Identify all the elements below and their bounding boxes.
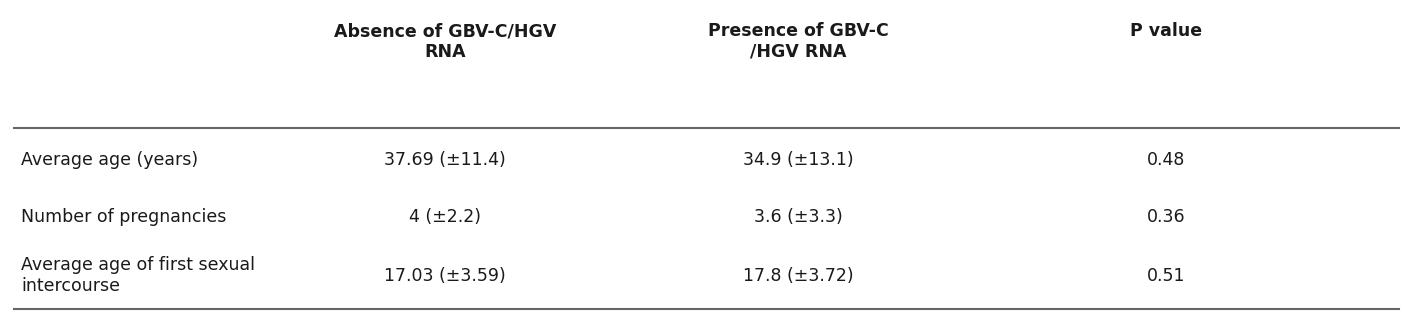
- Text: 17.03 (±3.59): 17.03 (±3.59): [384, 267, 506, 285]
- Text: P value: P value: [1129, 22, 1202, 40]
- Text: 0.48: 0.48: [1146, 151, 1186, 169]
- Text: 37.69 (±11.4): 37.69 (±11.4): [384, 151, 506, 169]
- Text: Average age of first sexual
intercourse: Average age of first sexual intercourse: [21, 256, 256, 295]
- Text: 3.6 (±3.3): 3.6 (±3.3): [755, 208, 842, 226]
- Text: 4 (±2.2): 4 (±2.2): [410, 208, 480, 226]
- Text: Number of pregnancies: Number of pregnancies: [21, 208, 226, 226]
- Text: Average age (years): Average age (years): [21, 151, 198, 169]
- Text: 0.36: 0.36: [1146, 208, 1186, 226]
- Text: 17.8 (±3.72): 17.8 (±3.72): [743, 267, 853, 285]
- Text: Presence of GBV-C
/HGV RNA: Presence of GBV-C /HGV RNA: [708, 22, 889, 61]
- Text: 34.9 (±13.1): 34.9 (±13.1): [743, 151, 853, 169]
- Text: Absence of GBV-C/HGV
RNA: Absence of GBV-C/HGV RNA: [333, 22, 557, 61]
- Text: 0.51: 0.51: [1146, 267, 1186, 285]
